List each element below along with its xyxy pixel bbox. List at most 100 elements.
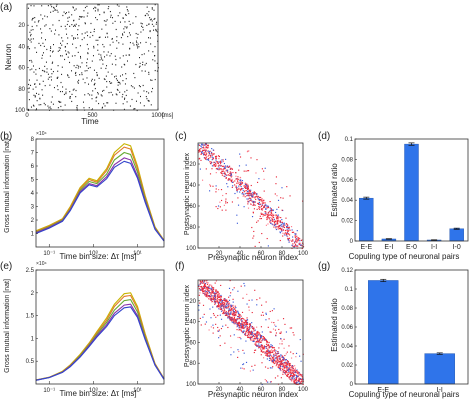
cell bbox=[247, 170, 249, 172]
cell bbox=[253, 192, 255, 194]
spike bbox=[136, 109, 138, 112]
cell bbox=[242, 193, 244, 195]
spike bbox=[129, 105, 131, 107]
cell bbox=[211, 288, 213, 291]
spike bbox=[67, 51, 69, 53]
cell bbox=[224, 171, 226, 173]
cell bbox=[220, 318, 223, 320]
cell bbox=[296, 230, 298, 232]
spike bbox=[87, 67, 89, 69]
cell bbox=[219, 301, 221, 303]
cell bbox=[249, 337, 251, 339]
cell bbox=[212, 291, 214, 293]
cell bbox=[218, 308, 220, 310]
cell bbox=[212, 298, 214, 300]
cell bbox=[299, 240, 301, 242]
cell bbox=[267, 212, 269, 214]
cell bbox=[230, 354, 232, 356]
cell bbox=[265, 211, 267, 213]
cell bbox=[288, 370, 290, 373]
spike bbox=[86, 43, 88, 46]
cell bbox=[265, 338, 267, 341]
spike bbox=[93, 47, 95, 49]
cell bbox=[299, 244, 301, 246]
cell bbox=[279, 367, 281, 369]
spike bbox=[119, 57, 121, 59]
spike bbox=[28, 99, 30, 101]
cell bbox=[200, 153, 203, 155]
cell bbox=[247, 184, 249, 186]
cell bbox=[236, 310, 238, 312]
cell bbox=[292, 370, 294, 372]
spike bbox=[109, 82, 111, 84]
cell bbox=[205, 157, 207, 159]
spike bbox=[152, 87, 154, 90]
spike bbox=[117, 84, 119, 86]
spike bbox=[94, 82, 96, 85]
cell bbox=[238, 187, 240, 189]
spike bbox=[129, 34, 131, 36]
cell bbox=[296, 369, 298, 372]
cell bbox=[205, 289, 207, 291]
cell bbox=[256, 159, 258, 161]
spike bbox=[94, 6, 96, 8]
cell bbox=[227, 186, 229, 188]
cell bbox=[278, 365, 280, 367]
cell bbox=[230, 318, 232, 320]
spike bbox=[37, 21, 39, 23]
cell bbox=[241, 367, 244, 369]
cell bbox=[202, 304, 205, 306]
cell bbox=[260, 350, 262, 353]
spike bbox=[46, 71, 48, 73]
spike bbox=[94, 10, 96, 12]
spike bbox=[75, 23, 77, 25]
cell bbox=[233, 334, 235, 336]
cell bbox=[295, 356, 297, 358]
cell bbox=[267, 326, 269, 328]
spike bbox=[93, 69, 95, 71]
cell bbox=[260, 326, 262, 328]
cell bbox=[241, 182, 243, 184]
cell bbox=[198, 304, 200, 307]
cell bbox=[253, 201, 256, 203]
spike bbox=[86, 58, 88, 60]
cell bbox=[279, 228, 282, 230]
spike bbox=[66, 12, 68, 14]
cell bbox=[260, 198, 262, 201]
spike bbox=[101, 28, 103, 30]
cell bbox=[201, 289, 203, 291]
spike bbox=[41, 69, 43, 72]
spike bbox=[118, 81, 120, 83]
cell bbox=[204, 291, 207, 294]
cell bbox=[223, 299, 225, 301]
cell bbox=[301, 381, 303, 383]
cell bbox=[295, 378, 298, 381]
cell bbox=[229, 309, 232, 311]
cell bbox=[237, 315, 240, 317]
cell bbox=[290, 378, 292, 380]
cell bbox=[242, 349, 244, 351]
cell bbox=[281, 229, 283, 232]
spike bbox=[68, 52, 70, 54]
cell bbox=[273, 355, 275, 357]
cell bbox=[260, 345, 262, 347]
cell bbox=[213, 292, 215, 294]
cell bbox=[248, 326, 251, 328]
cell bbox=[223, 300, 226, 302]
cell bbox=[232, 319, 234, 322]
cell bbox=[211, 285, 213, 287]
spike bbox=[97, 91, 99, 94]
spike bbox=[73, 88, 75, 90]
cell bbox=[199, 302, 201, 304]
cell bbox=[273, 322, 275, 324]
spike bbox=[151, 79, 153, 81]
cell bbox=[241, 187, 243, 189]
cell bbox=[272, 219, 274, 221]
cell bbox=[253, 202, 255, 204]
cell bbox=[267, 245, 269, 247]
cell bbox=[213, 287, 215, 289]
spike bbox=[54, 9, 56, 11]
cell bbox=[222, 165, 224, 167]
cell bbox=[218, 161, 220, 163]
panel-b-ytick-label: 7 bbox=[31, 151, 35, 157]
